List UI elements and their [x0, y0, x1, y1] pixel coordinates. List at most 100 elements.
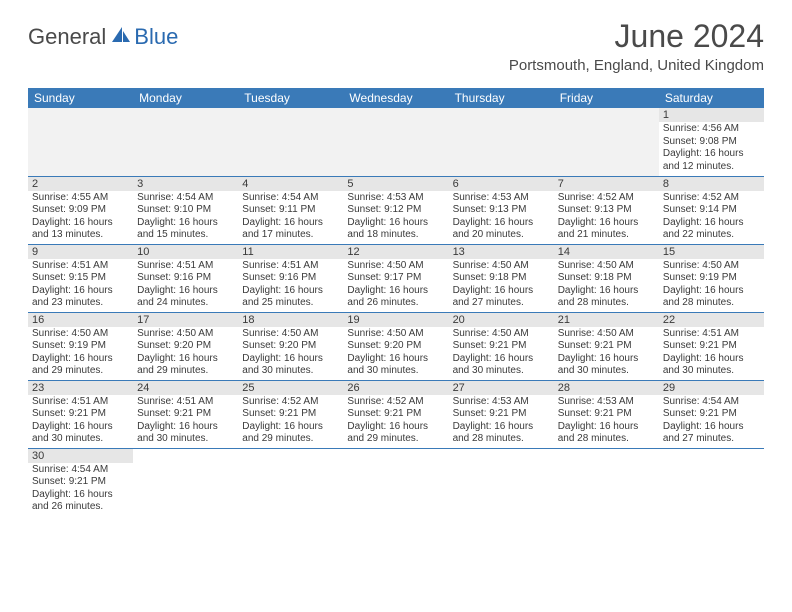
sunset-text: Sunset: 9:13 PM [453, 204, 550, 217]
day-number: 23 [28, 381, 133, 395]
daylight-text: Daylight: 16 hours and 30 minutes. [558, 353, 655, 378]
day-number: 7 [554, 177, 659, 191]
day-number: 5 [343, 177, 448, 191]
day-details: Sunrise: 4:51 AMSunset: 9:21 PMDaylight:… [659, 327, 764, 380]
calendar-cell: 11Sunrise: 4:51 AMSunset: 9:16 PMDayligh… [238, 244, 343, 312]
calendar-row: 9Sunrise: 4:51 AMSunset: 9:15 PMDaylight… [28, 244, 764, 312]
sunset-text: Sunset: 9:21 PM [347, 408, 444, 421]
sunrise-text: Sunrise: 4:55 AM [32, 192, 129, 205]
daylight-text: Daylight: 16 hours and 26 minutes. [347, 285, 444, 310]
day-details: Sunrise: 4:50 AMSunset: 9:17 PMDaylight:… [343, 259, 448, 312]
day-details: Sunrise: 4:50 AMSunset: 9:20 PMDaylight:… [343, 327, 448, 380]
sunset-text: Sunset: 9:15 PM [32, 272, 129, 285]
sunset-text: Sunset: 9:12 PM [347, 204, 444, 217]
day-number: 17 [133, 313, 238, 327]
calendar-cell: 28Sunrise: 4:53 AMSunset: 9:21 PMDayligh… [554, 380, 659, 448]
day-number: 25 [238, 381, 343, 395]
calendar-cell: 17Sunrise: 4:50 AMSunset: 9:20 PMDayligh… [133, 312, 238, 380]
day-number: 30 [28, 449, 133, 463]
sunrise-text: Sunrise: 4:50 AM [242, 328, 339, 341]
calendar-cell: 20Sunrise: 4:50 AMSunset: 9:21 PMDayligh… [449, 312, 554, 380]
calendar-cell: 22Sunrise: 4:51 AMSunset: 9:21 PMDayligh… [659, 312, 764, 380]
sunrise-text: Sunrise: 4:50 AM [663, 260, 760, 273]
day-number: 18 [238, 313, 343, 327]
brand-text-blue: Blue [134, 24, 178, 50]
day-details: Sunrise: 4:52 AMSunset: 9:21 PMDaylight:… [238, 395, 343, 448]
day-details: Sunrise: 4:51 AMSunset: 9:16 PMDaylight:… [238, 259, 343, 312]
sunset-text: Sunset: 9:20 PM [347, 340, 444, 353]
day-number: 13 [449, 245, 554, 259]
sunrise-text: Sunrise: 4:51 AM [242, 260, 339, 273]
day-number: 27 [449, 381, 554, 395]
calendar-cell: 6Sunrise: 4:53 AMSunset: 9:13 PMDaylight… [449, 176, 554, 244]
sunrise-text: Sunrise: 4:53 AM [453, 192, 550, 205]
weekday-header: Thursday [449, 88, 554, 108]
daylight-text: Daylight: 16 hours and 28 minutes. [558, 421, 655, 446]
sunrise-text: Sunrise: 4:50 AM [347, 260, 444, 273]
daylight-text: Daylight: 16 hours and 30 minutes. [32, 421, 129, 446]
sunset-text: Sunset: 9:13 PM [558, 204, 655, 217]
daylight-text: Daylight: 16 hours and 30 minutes. [453, 353, 550, 378]
month-title: June 2024 [509, 18, 764, 55]
header: General Blue June 2024 Portsmouth, Engla… [0, 0, 792, 78]
daylight-text: Daylight: 16 hours and 30 minutes. [663, 353, 760, 378]
weekday-header: Friday [554, 88, 659, 108]
sunrise-text: Sunrise: 4:53 AM [558, 396, 655, 409]
sunset-text: Sunset: 9:18 PM [453, 272, 550, 285]
calendar-cell: . [449, 448, 554, 516]
day-number: 4 [238, 177, 343, 191]
sunrise-text: Sunrise: 4:51 AM [663, 328, 760, 341]
day-number: 9 [28, 245, 133, 259]
calendar-cell: 27Sunrise: 4:53 AMSunset: 9:21 PMDayligh… [449, 380, 554, 448]
sunrise-text: Sunrise: 4:54 AM [137, 192, 234, 205]
day-details: Sunrise: 4:55 AMSunset: 9:09 PMDaylight:… [28, 191, 133, 244]
day-details: Sunrise: 4:51 AMSunset: 9:16 PMDaylight:… [133, 259, 238, 312]
day-number: 16 [28, 313, 133, 327]
sunrise-text: Sunrise: 4:53 AM [347, 192, 444, 205]
daylight-text: Daylight: 16 hours and 29 minutes. [32, 353, 129, 378]
calendar-row: ......1Sunrise: 4:56 AMSunset: 9:08 PMDa… [28, 108, 764, 176]
daylight-text: Daylight: 16 hours and 17 minutes. [242, 217, 339, 242]
sunset-text: Sunset: 9:21 PM [242, 408, 339, 421]
calendar-cell: . [449, 108, 554, 176]
sunset-text: Sunset: 9:21 PM [32, 476, 129, 489]
calendar-row: 16Sunrise: 4:50 AMSunset: 9:19 PMDayligh… [28, 312, 764, 380]
weekday-header: Saturday [659, 88, 764, 108]
daylight-text: Daylight: 16 hours and 28 minutes. [558, 285, 655, 310]
calendar-cell: 12Sunrise: 4:50 AMSunset: 9:17 PMDayligh… [343, 244, 448, 312]
day-details: Sunrise: 4:53 AMSunset: 9:13 PMDaylight:… [449, 191, 554, 244]
calendar-cell: . [554, 448, 659, 516]
day-details: Sunrise: 4:52 AMSunset: 9:21 PMDaylight:… [343, 395, 448, 448]
day-details: Sunrise: 4:50 AMSunset: 9:19 PMDaylight:… [28, 327, 133, 380]
daylight-text: Daylight: 16 hours and 24 minutes. [137, 285, 234, 310]
sunset-text: Sunset: 9:09 PM [32, 204, 129, 217]
calendar-row: 2Sunrise: 4:55 AMSunset: 9:09 PMDaylight… [28, 176, 764, 244]
day-number: 22 [659, 313, 764, 327]
calendar-cell: . [238, 108, 343, 176]
calendar-cell: . [238, 448, 343, 516]
day-details: Sunrise: 4:54 AMSunset: 9:21 PMDaylight:… [28, 463, 133, 516]
daylight-text: Daylight: 16 hours and 20 minutes. [453, 217, 550, 242]
calendar-cell: 1Sunrise: 4:56 AMSunset: 9:08 PMDaylight… [659, 108, 764, 176]
sunset-text: Sunset: 9:19 PM [32, 340, 129, 353]
sunset-text: Sunset: 9:16 PM [137, 272, 234, 285]
day-number: 24 [133, 381, 238, 395]
daylight-text: Daylight: 16 hours and 23 minutes. [32, 285, 129, 310]
daylight-text: Daylight: 16 hours and 28 minutes. [663, 285, 760, 310]
day-details: Sunrise: 4:51 AMSunset: 9:15 PMDaylight:… [28, 259, 133, 312]
sunset-text: Sunset: 9:21 PM [558, 408, 655, 421]
daylight-text: Daylight: 16 hours and 21 minutes. [558, 217, 655, 242]
day-details: Sunrise: 4:54 AMSunset: 9:10 PMDaylight:… [133, 191, 238, 244]
daylight-text: Daylight: 16 hours and 29 minutes. [347, 421, 444, 446]
brand-sail-icon [110, 25, 132, 50]
daylight-text: Daylight: 16 hours and 15 minutes. [137, 217, 234, 242]
calendar-cell: . [343, 448, 448, 516]
calendar-cell: 21Sunrise: 4:50 AMSunset: 9:21 PMDayligh… [554, 312, 659, 380]
sunrise-text: Sunrise: 4:52 AM [663, 192, 760, 205]
daylight-text: Daylight: 16 hours and 27 minutes. [453, 285, 550, 310]
day-details: Sunrise: 4:50 AMSunset: 9:21 PMDaylight:… [449, 327, 554, 380]
day-details: Sunrise: 4:51 AMSunset: 9:21 PMDaylight:… [28, 395, 133, 448]
calendar-cell: 29Sunrise: 4:54 AMSunset: 9:21 PMDayligh… [659, 380, 764, 448]
sunrise-text: Sunrise: 4:50 AM [347, 328, 444, 341]
brand-text-general: General [28, 24, 106, 50]
